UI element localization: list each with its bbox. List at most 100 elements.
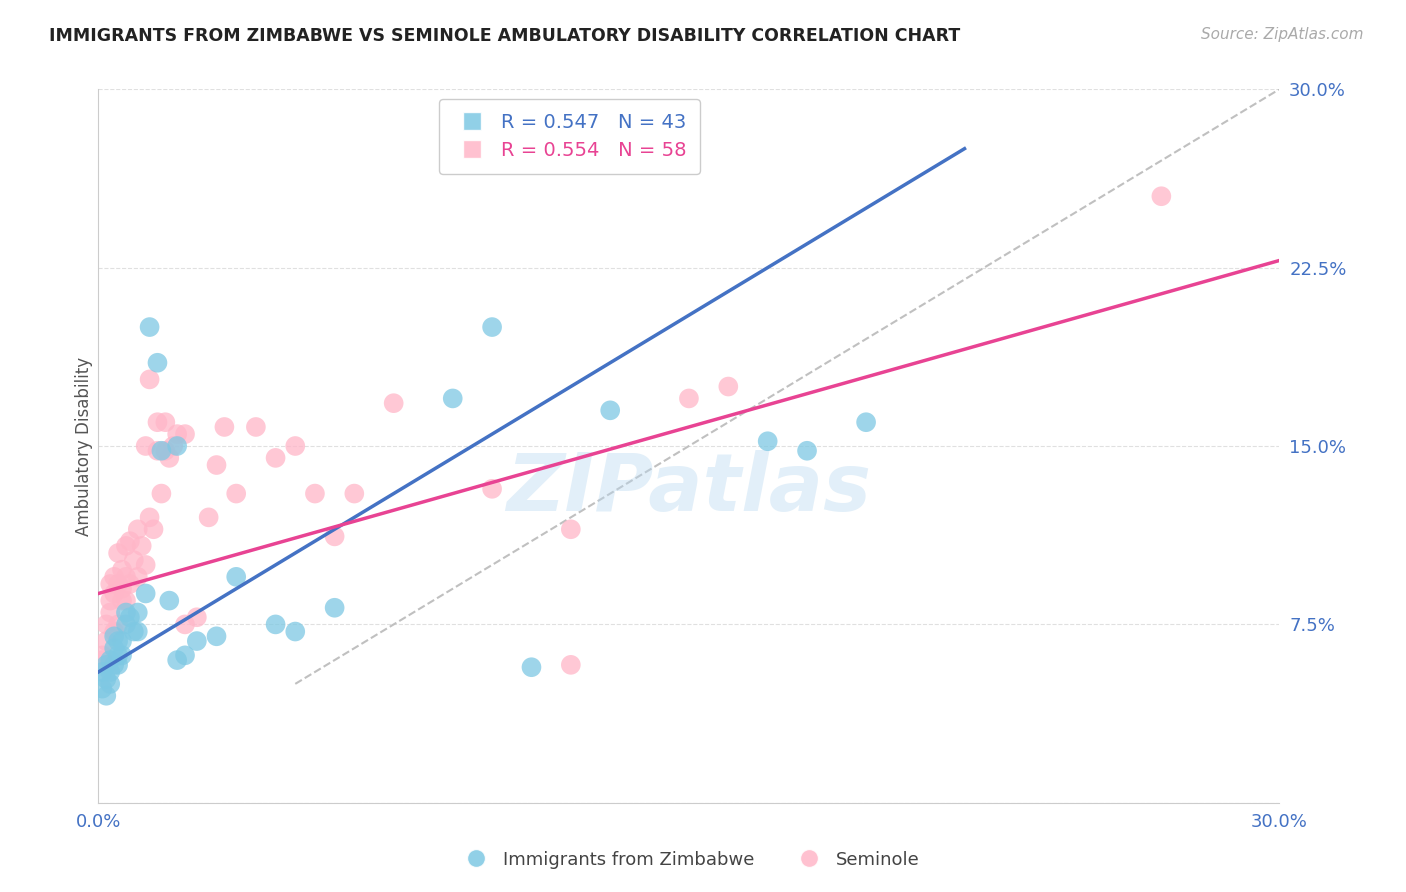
Point — [162, 439, 184, 453]
Point — [103, 624, 125, 639]
Point — [96, 617, 118, 632]
Point — [264, 617, 287, 632]
Point — [122, 553, 145, 567]
Point — [157, 450, 180, 465]
Point — [214, 420, 236, 434]
Point — [103, 570, 125, 584]
Point — [157, 593, 180, 607]
Point — [166, 439, 188, 453]
Point — [111, 648, 134, 663]
Point — [122, 624, 145, 639]
Point — [127, 606, 149, 620]
Point — [118, 534, 141, 549]
Point — [115, 606, 138, 620]
Point — [135, 558, 157, 572]
Point — [107, 634, 129, 648]
Point — [323, 600, 346, 615]
Point — [142, 522, 165, 536]
Text: ZIPatlas: ZIPatlas — [506, 450, 872, 528]
Legend: Immigrants from Zimbabwe, Seminole: Immigrants from Zimbabwe, Seminole — [451, 844, 927, 876]
Point — [103, 641, 125, 656]
Point — [115, 617, 138, 632]
Point — [186, 634, 208, 648]
Point — [103, 629, 125, 643]
Point — [138, 510, 160, 524]
Point — [304, 486, 326, 500]
Point — [560, 657, 582, 672]
Point — [96, 672, 118, 686]
Point — [118, 577, 141, 591]
Point — [599, 403, 621, 417]
Point — [91, 665, 114, 679]
Point — [678, 392, 700, 406]
Point — [111, 582, 134, 596]
Point — [91, 681, 114, 696]
Point — [146, 415, 169, 429]
Text: IMMIGRANTS FROM ZIMBABWE VS SEMINOLE AMBULATORY DISABILITY CORRELATION CHART: IMMIGRANTS FROM ZIMBABWE VS SEMINOLE AMB… — [49, 27, 960, 45]
Point — [1150, 189, 1173, 203]
Point — [155, 415, 177, 429]
Point — [155, 443, 177, 458]
Point — [107, 657, 129, 672]
Point — [111, 634, 134, 648]
Point — [481, 320, 503, 334]
Point — [166, 653, 188, 667]
Point — [107, 617, 129, 632]
Point — [107, 648, 129, 663]
Point — [111, 593, 134, 607]
Point — [127, 570, 149, 584]
Point — [146, 443, 169, 458]
Point — [174, 648, 197, 663]
Point — [115, 593, 138, 607]
Point — [205, 458, 228, 472]
Point — [107, 577, 129, 591]
Point — [245, 420, 267, 434]
Point — [96, 689, 118, 703]
Point — [150, 486, 173, 500]
Point — [127, 522, 149, 536]
Point — [174, 617, 197, 632]
Y-axis label: Ambulatory Disability: Ambulatory Disability — [75, 357, 93, 535]
Point — [138, 372, 160, 386]
Point — [98, 665, 121, 679]
Point — [796, 443, 818, 458]
Point — [166, 427, 188, 442]
Point — [382, 396, 405, 410]
Point — [91, 648, 114, 663]
Point — [174, 427, 197, 442]
Point — [284, 624, 307, 639]
Point — [135, 439, 157, 453]
Point — [103, 586, 125, 600]
Point — [98, 593, 121, 607]
Point — [98, 653, 121, 667]
Point — [441, 392, 464, 406]
Point — [135, 586, 157, 600]
Point — [225, 486, 247, 500]
Text: Source: ZipAtlas.com: Source: ZipAtlas.com — [1201, 27, 1364, 42]
Point — [756, 434, 779, 449]
Point — [343, 486, 366, 500]
Point — [520, 660, 543, 674]
Point — [115, 570, 138, 584]
Point — [111, 563, 134, 577]
Point — [225, 570, 247, 584]
Point — [91, 653, 114, 667]
Point — [717, 379, 740, 393]
Point — [131, 539, 153, 553]
Point — [127, 624, 149, 639]
Point — [481, 482, 503, 496]
Point — [98, 677, 121, 691]
Point — [186, 610, 208, 624]
Point — [115, 539, 138, 553]
Point — [107, 546, 129, 560]
Point — [96, 634, 118, 648]
Point — [103, 657, 125, 672]
Point — [284, 439, 307, 453]
Point — [118, 610, 141, 624]
Point — [146, 356, 169, 370]
Point — [205, 629, 228, 643]
Point — [96, 657, 118, 672]
Point — [264, 450, 287, 465]
Point — [138, 320, 160, 334]
Point — [150, 443, 173, 458]
